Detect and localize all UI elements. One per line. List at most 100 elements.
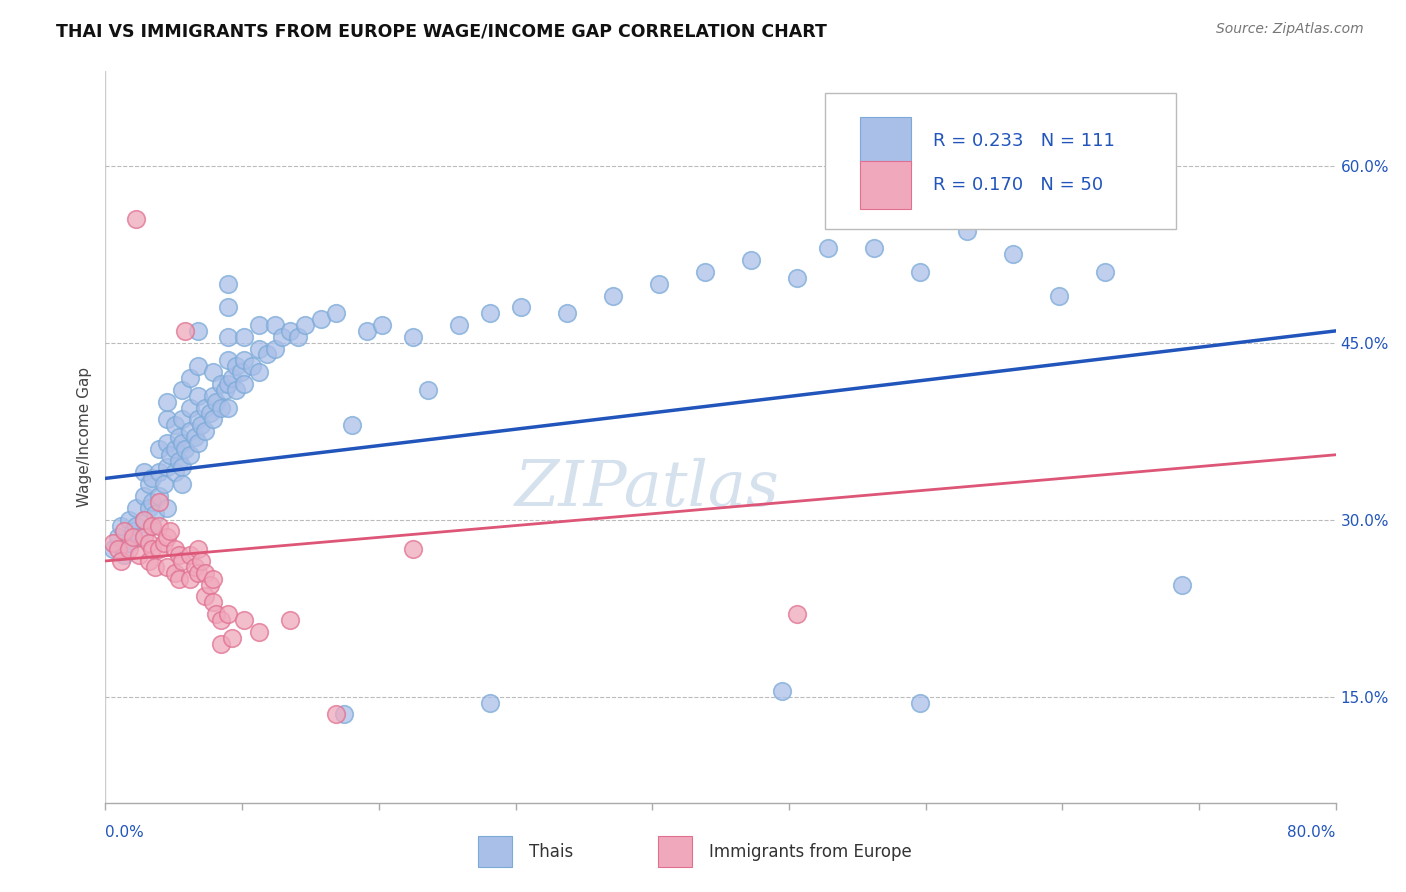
- Text: R = 0.233   N = 111: R = 0.233 N = 111: [934, 132, 1115, 150]
- Point: [205, 607, 228, 621]
- Point: [148, 542, 170, 557]
- Point: [163, 466, 186, 480]
- Point: [910, 265, 932, 279]
- Point: [202, 572, 225, 586]
- Point: [169, 453, 191, 467]
- Point: [202, 595, 225, 609]
- Point: [648, 277, 671, 291]
- Point: [172, 412, 194, 426]
- Point: [340, 418, 363, 433]
- Point: [110, 554, 132, 568]
- Point: [190, 554, 212, 568]
- Point: [194, 590, 217, 604]
- Point: [402, 330, 425, 344]
- Point: [172, 477, 194, 491]
- Point: [179, 401, 201, 415]
- Point: [117, 536, 139, 550]
- Text: ZIPatlas: ZIPatlas: [515, 458, 779, 519]
- Point: [240, 359, 263, 374]
- Point: [174, 442, 197, 456]
- Point: [371, 318, 394, 332]
- Point: [225, 383, 247, 397]
- Point: [247, 318, 270, 332]
- Point: [740, 253, 762, 268]
- Point: [402, 542, 425, 557]
- Point: [128, 530, 150, 544]
- Point: [205, 394, 228, 409]
- Point: [156, 412, 179, 426]
- Point: [478, 696, 501, 710]
- Point: [169, 548, 191, 562]
- Text: R = 0.170   N = 50: R = 0.170 N = 50: [934, 176, 1104, 194]
- Point: [183, 430, 205, 444]
- Point: [163, 566, 186, 580]
- Point: [214, 383, 236, 397]
- Point: [156, 459, 179, 474]
- Point: [187, 566, 209, 580]
- Point: [333, 707, 356, 722]
- Point: [174, 324, 197, 338]
- FancyBboxPatch shape: [825, 94, 1175, 228]
- Point: [141, 518, 163, 533]
- Point: [309, 312, 332, 326]
- Point: [232, 353, 254, 368]
- Point: [209, 376, 232, 391]
- Point: [218, 401, 240, 415]
- Point: [232, 330, 254, 344]
- Point: [209, 401, 232, 415]
- Point: [138, 477, 160, 491]
- Point: [555, 306, 578, 320]
- Point: [172, 383, 194, 397]
- Point: [143, 559, 166, 574]
- Point: [179, 548, 201, 562]
- Point: [232, 376, 254, 391]
- Point: [1047, 288, 1070, 302]
- Point: [218, 277, 240, 291]
- Point: [141, 518, 163, 533]
- Text: 80.0%: 80.0%: [1288, 825, 1336, 840]
- Point: [218, 353, 240, 368]
- Point: [287, 330, 309, 344]
- Point: [232, 613, 254, 627]
- Point: [156, 559, 179, 574]
- Point: [179, 448, 201, 462]
- Point: [148, 442, 170, 456]
- Point: [179, 424, 201, 438]
- Point: [194, 566, 217, 580]
- Point: [1001, 247, 1024, 261]
- Point: [1171, 577, 1194, 591]
- Point: [325, 306, 347, 320]
- Point: [179, 572, 201, 586]
- Point: [110, 518, 132, 533]
- Point: [138, 554, 160, 568]
- Point: [190, 418, 212, 433]
- Point: [156, 500, 179, 515]
- Point: [202, 412, 225, 426]
- Point: [247, 365, 270, 379]
- Point: [156, 530, 179, 544]
- Point: [112, 548, 135, 562]
- Point: [107, 542, 129, 557]
- Point: [112, 524, 135, 539]
- Point: [156, 436, 179, 450]
- Point: [122, 524, 145, 539]
- Text: Immigrants from Europe: Immigrants from Europe: [709, 843, 911, 861]
- Point: [183, 559, 205, 574]
- Point: [956, 224, 979, 238]
- Point: [117, 513, 139, 527]
- Point: [294, 318, 316, 332]
- Point: [910, 696, 932, 710]
- Point: [169, 430, 191, 444]
- Point: [187, 436, 209, 450]
- Point: [132, 513, 155, 527]
- Point: [163, 418, 186, 433]
- Point: [194, 401, 217, 415]
- Point: [221, 631, 243, 645]
- Point: [163, 442, 186, 456]
- Point: [209, 636, 232, 650]
- Point: [132, 513, 155, 527]
- Point: [138, 536, 160, 550]
- Point: [218, 301, 240, 315]
- Point: [325, 707, 347, 722]
- Point: [132, 489, 155, 503]
